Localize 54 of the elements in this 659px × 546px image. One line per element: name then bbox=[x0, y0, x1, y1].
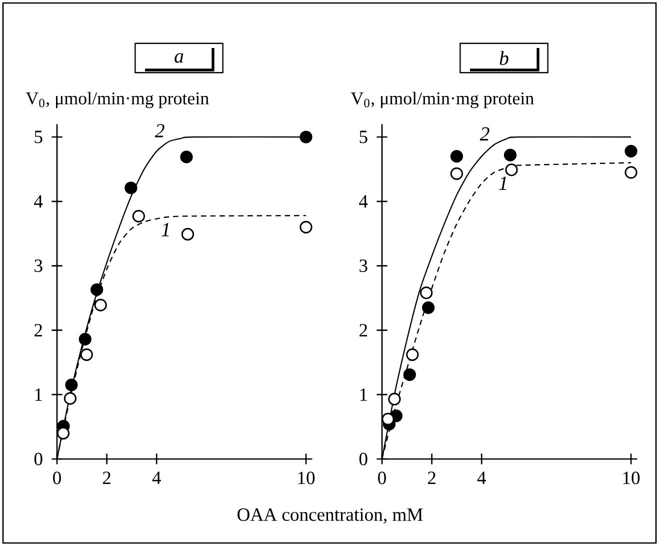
point bbox=[382, 412, 394, 426]
series-label: 1 bbox=[162, 223, 169, 236]
y-tick-label: 3 bbox=[360, 260, 368, 272]
point bbox=[450, 167, 464, 180]
point bbox=[504, 148, 517, 162]
y-tick-label: 4 bbox=[359, 195, 368, 208]
y-tick-label: 3 bbox=[34, 260, 42, 272]
point bbox=[300, 130, 312, 144]
x-tick-label: 10 bbox=[623, 472, 640, 484]
point bbox=[56, 426, 70, 440]
point bbox=[420, 286, 433, 300]
point bbox=[403, 368, 416, 381]
y-tick-label: 0 bbox=[359, 452, 368, 466]
point bbox=[78, 332, 92, 346]
y-tick-label: 1 bbox=[360, 388, 367, 401]
x-axis-title: OAA concentration, mM bbox=[238, 508, 423, 524]
point bbox=[624, 166, 638, 179]
y-tick-label: 2 bbox=[34, 324, 42, 336]
point bbox=[388, 392, 401, 406]
x-tick-label: 10 bbox=[298, 472, 315, 484]
chart-title: a bbox=[174, 53, 184, 63]
x-tick-label: 4 bbox=[477, 472, 486, 484]
y-axis-title: V$_{0}$, μmol/min·mg protein bbox=[26, 92, 209, 108]
y-tick-label: 0 bbox=[34, 452, 42, 466]
point bbox=[450, 150, 464, 163]
y-axis-title: V$_{0}$, μmol/min·mg protein bbox=[350, 92, 534, 108]
y-tick-label: 4 bbox=[34, 195, 43, 208]
point bbox=[124, 182, 138, 194]
point bbox=[505, 164, 518, 176]
x-tick-label: 2 bbox=[102, 472, 110, 484]
x-tick-label: 4 bbox=[152, 472, 161, 484]
series-label: 2 bbox=[480, 127, 490, 140]
point bbox=[64, 392, 77, 405]
point bbox=[180, 150, 193, 164]
x-tick-label: 2 bbox=[428, 472, 436, 484]
point bbox=[406, 348, 419, 361]
y-tick-label: 5 bbox=[360, 130, 368, 144]
y-tick-label: 5 bbox=[34, 130, 42, 144]
x-tick-label: 0 bbox=[378, 472, 386, 484]
chart-title: b bbox=[500, 51, 508, 65]
series-label: 2 bbox=[154, 124, 164, 138]
point bbox=[422, 301, 435, 314]
series-label: 1 bbox=[499, 176, 506, 190]
point bbox=[181, 228, 194, 241]
point bbox=[624, 144, 638, 158]
point bbox=[300, 220, 312, 234]
point bbox=[80, 348, 93, 361]
point bbox=[132, 210, 145, 223]
y-tick-label: 1 bbox=[35, 388, 42, 401]
y-tick-label: 2 bbox=[360, 324, 367, 336]
point bbox=[65, 378, 78, 392]
point bbox=[94, 298, 107, 312]
point bbox=[90, 283, 104, 296]
x-tick-label: 0 bbox=[53, 472, 61, 484]
